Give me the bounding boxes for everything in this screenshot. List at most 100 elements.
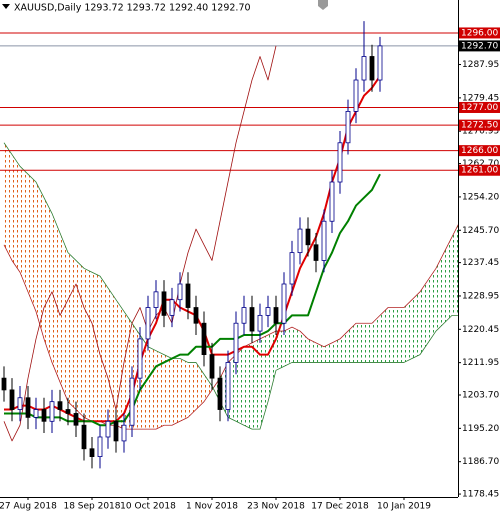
candle-body — [97, 436, 103, 457]
candle-body — [345, 111, 351, 144]
y-tick-label: 1270.95 — [462, 127, 499, 137]
cloud-segment — [284, 327, 292, 367]
cloud-segment — [292, 327, 300, 363]
cloud-segment — [252, 338, 260, 430]
cloud-segment — [436, 252, 444, 332]
cloud-segment — [164, 354, 172, 426]
y-tick-label: 1237.45 — [462, 258, 499, 268]
candle-body — [185, 283, 191, 308]
cloud-segment — [428, 268, 436, 343]
candle-body — [153, 291, 159, 308]
candle-body — [281, 283, 287, 324]
candle-body — [129, 377, 135, 426]
candle-body — [9, 389, 15, 410]
candle-body — [201, 322, 207, 356]
menu-icon[interactable] — [2, 4, 10, 9]
y-tick-label: 1262.70 — [462, 159, 499, 169]
cloud-segment — [388, 307, 396, 363]
level-label-box — [459, 164, 500, 176]
level-label: 1296.00 — [461, 28, 498, 38]
cloud-segment — [196, 362, 204, 410]
candle-body — [337, 142, 343, 183]
cloud-segment — [188, 362, 196, 418]
y-tick-label: 1220.45 — [462, 325, 499, 335]
candle-body — [193, 307, 199, 324]
y-tick-label: 1287.95 — [462, 60, 499, 70]
last-price-box — [459, 40, 500, 52]
cloud-segment — [412, 291, 420, 359]
x-tick-label: 27 Aug 2018 — [0, 502, 57, 512]
cloud-segment — [300, 331, 308, 363]
candle-body — [265, 307, 271, 316]
cloud-segment — [156, 350, 164, 430]
level-label-box — [459, 145, 500, 157]
candle-body — [209, 354, 215, 379]
plot-area — [0, 21, 458, 469]
candle-body — [353, 79, 359, 112]
cloud-segment — [380, 307, 388, 363]
cloud-segment — [348, 323, 356, 363]
chart-title: XAUUSD,Daily 1293.72 1293.72 1292.40 129… — [14, 3, 251, 14]
candle-body — [225, 362, 231, 410]
cloud-segment — [44, 197, 52, 363]
cloud-segment — [172, 358, 180, 426]
cloud-segment — [68, 252, 76, 410]
cloud-segment — [108, 287, 116, 426]
candle-body — [217, 377, 223, 410]
x-tick-label: 1 Nov 2018 — [186, 502, 238, 512]
candle-body — [65, 409, 71, 414]
cloud-segment — [356, 323, 364, 363]
level-label: 1266.00 — [461, 146, 498, 156]
candle-body — [313, 244, 319, 261]
candle-body — [297, 228, 303, 254]
scroll-marker[interactable] — [318, 0, 328, 10]
cloud-segment — [236, 346, 244, 426]
span-a-line — [3, 224, 458, 430]
cloud-segment — [52, 213, 60, 383]
candle-body — [321, 220, 327, 261]
lagging-line — [3, 45, 277, 442]
cloud-segment — [340, 331, 348, 363]
cloud-segment — [444, 236, 452, 324]
cloud-segment — [92, 272, 100, 422]
candle-body — [233, 322, 239, 363]
cloud-segment — [420, 280, 428, 355]
y-tick-label: 1245.70 — [462, 226, 499, 236]
cloud-segment — [4, 142, 12, 261]
level-label: 1272.50 — [461, 121, 498, 131]
level-label-box — [459, 101, 500, 113]
cloud-segment — [316, 342, 324, 363]
candle-body — [369, 56, 375, 81]
candle-body — [137, 338, 143, 379]
candle-body — [377, 45, 383, 81]
level-label: 1277.00 — [461, 103, 498, 113]
x-tick-label: 10 Jan 2019 — [377, 502, 431, 512]
cloud-segment — [76, 260, 84, 418]
x-tick-label: 23 Nov 2018 — [247, 502, 305, 512]
candle-body — [25, 397, 31, 418]
candle-body — [49, 401, 55, 422]
span-b-line — [3, 142, 458, 430]
last-price-label: 1292.70 — [461, 41, 498, 51]
x-tick-label: 17 Dec 2018 — [311, 502, 369, 512]
candle-body — [81, 424, 87, 450]
y-tick-label: 1254.20 — [462, 192, 499, 202]
cloud-segment — [204, 374, 212, 402]
candle-body — [361, 56, 367, 81]
candle-body — [73, 413, 79, 426]
cloud-segment — [260, 334, 268, 430]
level-label-box — [459, 27, 500, 39]
cloud-segment — [84, 268, 92, 422]
cloud-segment — [180, 358, 188, 422]
y-tick-label: 1203.70 — [462, 391, 499, 401]
cloud-segment — [308, 338, 316, 363]
candle-body — [1, 377, 7, 391]
cloud-segment — [364, 323, 372, 363]
x-tick-label: 18 Sep 2018 — [63, 502, 120, 512]
candle-body — [241, 307, 247, 324]
cloud-segment — [332, 338, 340, 363]
candle-body — [33, 409, 39, 418]
candle-body — [329, 181, 335, 222]
